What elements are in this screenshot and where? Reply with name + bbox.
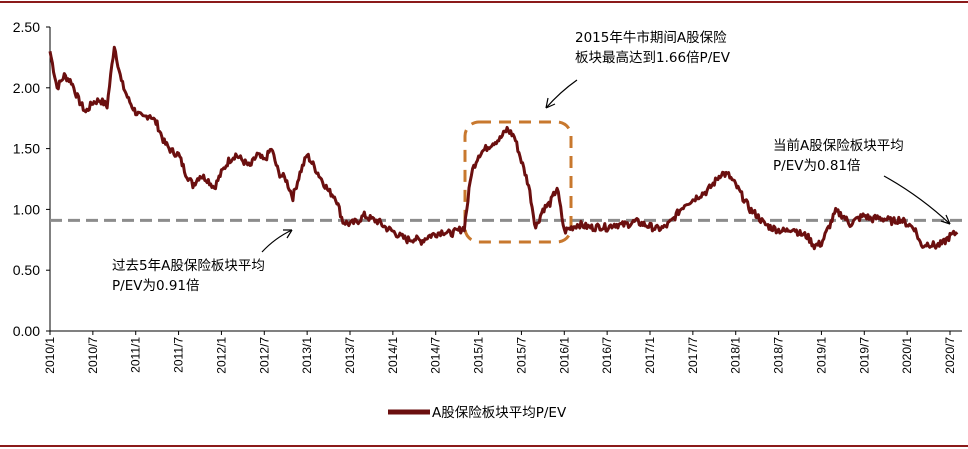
x-tick-label: 2017/1 bbox=[643, 337, 657, 374]
x-tick-label: 2014/1 bbox=[386, 337, 400, 374]
x-tick-label: 2019/1 bbox=[814, 337, 828, 374]
annotation-avg-line-1: 过去5年A股保险板块平均 bbox=[112, 258, 265, 274]
x-tick-label: 2012/7 bbox=[257, 337, 271, 374]
x-tick-label: 2014/7 bbox=[429, 337, 443, 374]
legend: A股保险板块平均P/EV bbox=[388, 405, 567, 421]
x-tick-label: 2015/7 bbox=[514, 337, 528, 374]
annotation-current-line-1: 当前A股保险板块平均 bbox=[773, 137, 904, 154]
annotation-bull-line-2: 板块最高达到1.66倍P/EV bbox=[575, 49, 731, 66]
x-tick-label: 2015/1 bbox=[472, 337, 486, 374]
x-tick-label: 2016/7 bbox=[600, 337, 614, 374]
annotation-five-year-average: 过去5年A股保险板块平均 P/EV为0.91倍 bbox=[112, 229, 293, 294]
x-tick-label: 2016/1 bbox=[557, 337, 571, 374]
annotation-current-line-2: P/EV为0.81倍 bbox=[773, 158, 861, 174]
x-tick-label: 2012/1 bbox=[214, 337, 228, 374]
annotation-current-arrowhead bbox=[940, 214, 951, 225]
x-tick-label: 2011/7 bbox=[172, 337, 186, 373]
x-tick-labels: 2010/1 2010/7 2011/1 2011/7 2012/1 2012/7 2013… bbox=[43, 331, 957, 374]
x-tick-label: 2013/7 bbox=[343, 337, 357, 374]
y-tick-label: 1.50 bbox=[13, 141, 40, 157]
y-tick-labels: 0.00 0.50 1.00 1.50 2.00 2.50 bbox=[13, 19, 50, 339]
y-tick-label: 2.50 bbox=[13, 19, 40, 35]
annotation-avg-line-2: P/EV为0.91倍 bbox=[112, 278, 200, 294]
x-tick-label: 2020/1 bbox=[900, 337, 914, 374]
y-tick-label: 0.00 bbox=[13, 323, 40, 339]
x-tick-label: 2018/1 bbox=[729, 337, 743, 374]
x-tick-label: 2010/1 bbox=[43, 337, 57, 374]
x-tick-label: 2019/7 bbox=[857, 337, 871, 374]
annotation-current-arrow bbox=[883, 175, 951, 225]
x-tick-label: 2011/1 bbox=[129, 337, 143, 373]
y-tick-label: 2.00 bbox=[13, 80, 40, 96]
y-tick-label: 0.50 bbox=[13, 262, 40, 278]
annotation-avg-arrow bbox=[261, 229, 293, 253]
annotation-bull-arrow bbox=[545, 79, 578, 109]
legend-label-pev: A股保险板块平均P/EV bbox=[432, 405, 567, 421]
x-tick-label: 2010/7 bbox=[86, 337, 100, 374]
x-tick-label: 2018/7 bbox=[772, 337, 786, 374]
x-tick-label: 2017/7 bbox=[686, 337, 700, 374]
x-tick-label: 2020/7 bbox=[943, 337, 957, 374]
annotation-bull-line-1: 2015年牛市期间A股保险 bbox=[575, 29, 727, 46]
annotation-bull-arrowhead bbox=[545, 97, 556, 109]
annotation-bull-market: 2015年牛市期间A股保险 板块最高达到1.66倍P/EV bbox=[545, 29, 731, 109]
annotation-avg-arrowhead bbox=[283, 229, 293, 239]
x-tick-label: 2013/1 bbox=[300, 337, 314, 374]
y-tick-label: 1.00 bbox=[13, 201, 40, 217]
bull-market-highlight-box bbox=[463, 120, 573, 244]
annotation-current: 当前A股保险板块平均 P/EV为0.81倍 bbox=[773, 137, 951, 225]
series-line-pev bbox=[48, 45, 959, 251]
